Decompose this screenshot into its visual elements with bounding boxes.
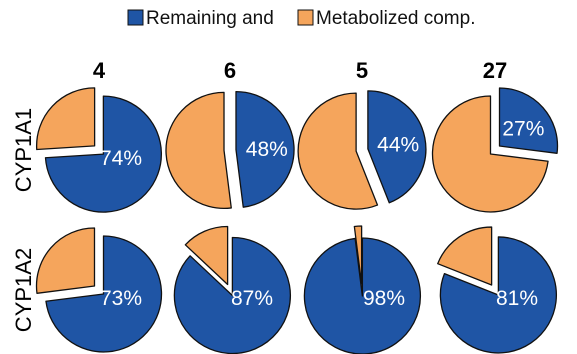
legend-swatch-remaining	[127, 9, 144, 26]
pie-cyp1a2-5: 98%	[303, 225, 421, 354]
row-label-cyp1a2: CYP1A2	[11, 248, 36, 332]
pie-percent-label: 87%	[231, 287, 273, 310]
column-label-4: 4	[93, 58, 106, 83]
slice-metabolized	[165, 91, 232, 210]
pie-percent-label: 81%	[496, 287, 538, 310]
pie-cyp1a1-5: 44%	[297, 90, 427, 210]
slice-metabolized	[36, 87, 96, 151]
legend: Remaining and Metabolized comp.	[127, 8, 475, 29]
legend-swatch-metabolized	[297, 9, 314, 26]
pie-percent-label: 73%	[100, 287, 142, 310]
column-label-5: 5	[356, 58, 368, 83]
slice-metabolized	[184, 225, 229, 286]
slice-remaining	[235, 90, 295, 208]
pie-cyp1a1-6: 48%	[165, 90, 295, 210]
pie-cyp1a1-4: 74%	[36, 87, 162, 213]
pie-percent-label: 27%	[502, 118, 544, 141]
slice-metabolized	[297, 92, 379, 210]
slice-metabolized	[353, 225, 363, 285]
legend-label-remaining: Remaining and	[146, 8, 274, 29]
pie-cyp1a2-27: 81%	[437, 226, 557, 354]
slice-metabolized	[35, 227, 96, 294]
slice-metabolized	[437, 226, 493, 286]
column-label-27: 27	[483, 58, 507, 83]
pie-percent-label: 44%	[377, 134, 419, 157]
slice-remaining	[44, 95, 162, 213]
pie-cyp1a1-27: 27%	[431, 87, 559, 213]
column-label-6: 6	[224, 58, 236, 83]
slice-metabolized	[431, 95, 549, 213]
slice-remaining	[367, 90, 427, 204]
column-labels: 4 6 5 27	[93, 58, 507, 83]
pie-cyp1a2-6: 87%	[173, 225, 291, 354]
pie-percent-label: 98%	[363, 287, 405, 310]
pie-percent-label: 48%	[246, 138, 288, 161]
slice-remaining	[45, 235, 163, 353]
slice-remaining	[498, 87, 559, 154]
row-label-cyp1a1: CYP1A1	[11, 108, 36, 192]
slice-remaining	[173, 236, 291, 354]
legend-label-metabolized: Metabolized comp.	[316, 8, 475, 29]
pie-cyp1a2-4: 73%	[35, 227, 163, 353]
slice-remaining	[439, 236, 557, 354]
pies: 74% 48% 44% 27% 73% 87% 98% 81%	[35, 87, 559, 354]
pie-percent-label: 74%	[100, 147, 142, 170]
row-labels: CYP1A1 CYP1A2	[11, 108, 36, 332]
